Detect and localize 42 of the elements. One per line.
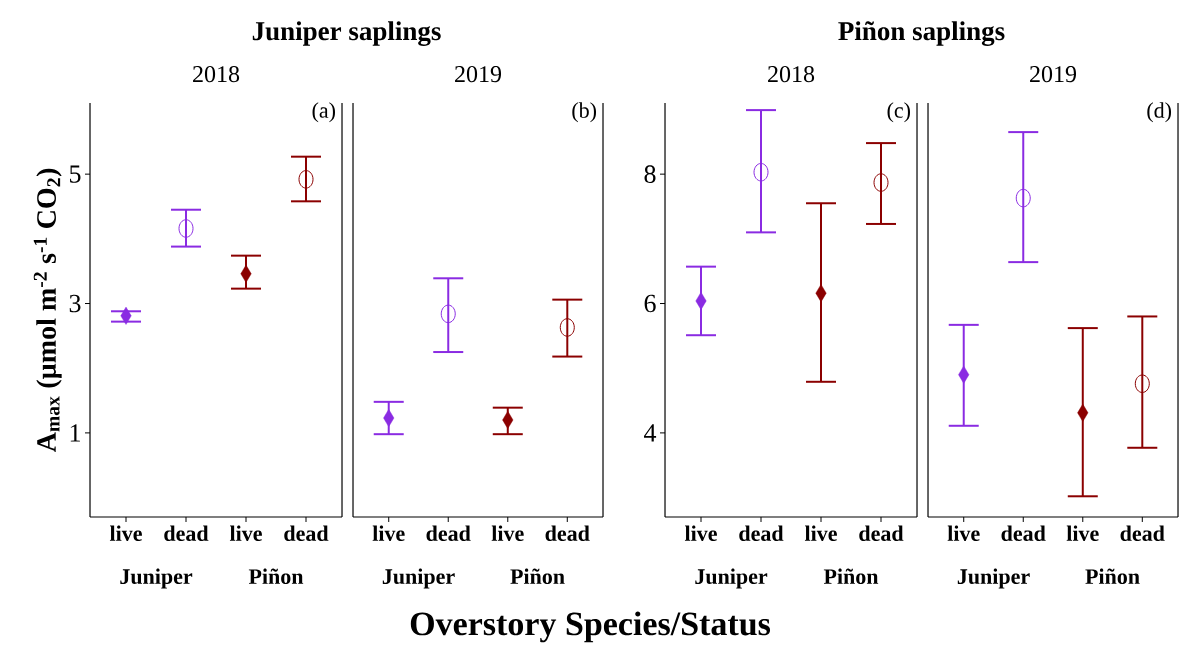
y-tick-label: 3	[69, 294, 81, 313]
x-tick-label: live	[684, 525, 717, 541]
x-tick-label: live	[804, 525, 837, 541]
chart-title: Juniper saplings	[252, 21, 441, 46]
y-tick-label: 5	[70, 165, 81, 183]
x-tick-label: dead	[164, 525, 209, 541]
x-tick-label: dead	[1120, 525, 1165, 541]
y-tick-label: 1	[70, 424, 80, 442]
annotation: (c)	[887, 102, 911, 123]
text: Piñon	[823, 568, 879, 585]
x-tick-label: live	[109, 525, 142, 541]
chart-title: Piñon saplings	[838, 21, 1005, 46]
x-tick-label: dead	[545, 525, 590, 541]
text: A$_{max}$ (µmol m$^{-2}$ s$^{-1}$ CO$_{2}$)	[33, 168, 62, 453]
text: Piñon	[1085, 568, 1140, 585]
y-tick-label: 8	[644, 165, 656, 183]
annotation: (a)	[312, 102, 336, 123]
text: Piñon	[510, 568, 565, 585]
annotation: (d)	[1147, 102, 1172, 123]
x-tick-label: live	[1066, 525, 1099, 541]
x-tick-label: dead	[859, 525, 904, 541]
text: Juniper	[382, 568, 455, 589]
annotation: (b)	[572, 102, 597, 123]
text: Juniper	[695, 568, 768, 589]
x-tick-label: live	[947, 525, 980, 541]
x-tick-label: dead	[284, 525, 329, 541]
y-tick-label: 6	[644, 294, 656, 313]
text: Juniper	[120, 568, 193, 589]
y-tick-label: 4	[644, 424, 657, 442]
x-tick-label: dead	[739, 525, 784, 541]
chart-subtitle: 2018	[193, 66, 240, 83]
x-tick-label: dead	[426, 525, 471, 541]
chart-subtitle: 2019	[1030, 66, 1077, 83]
x-tick-label: live	[229, 525, 262, 541]
x-tick-label: live	[491, 525, 524, 541]
text: Juniper	[957, 568, 1030, 589]
chart-subtitle: 2018	[768, 66, 815, 83]
x-axis-title: Overstory Species/Status	[410, 611, 771, 643]
x-tick-label: dead	[1001, 525, 1046, 541]
x-tick-label: live	[372, 525, 405, 541]
text: Piñon	[248, 568, 304, 585]
chart-subtitle: 2019	[455, 66, 502, 83]
